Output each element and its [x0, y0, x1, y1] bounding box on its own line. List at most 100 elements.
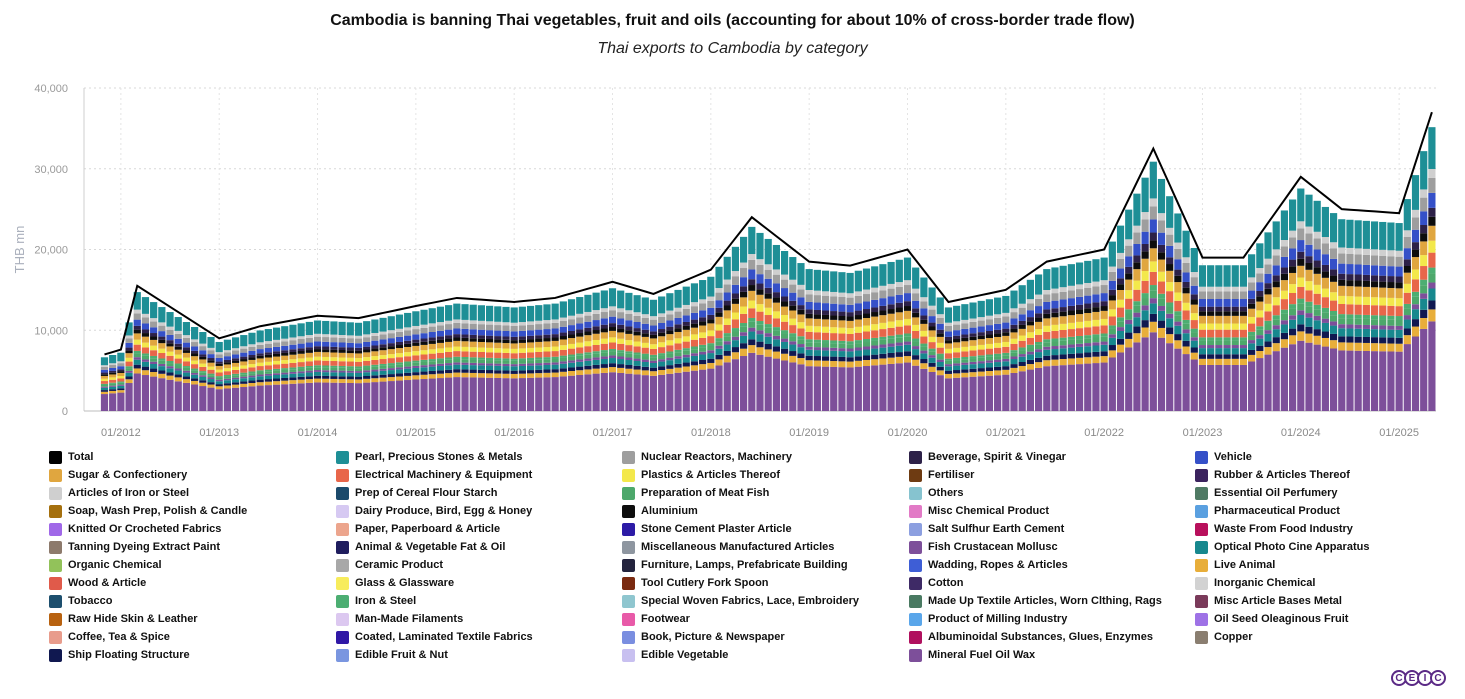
legend-item[interactable]: Cotton [909, 576, 963, 590]
legend-item[interactable]: Misc Chemical Product [909, 504, 1049, 518]
legend-item[interactable]: Fish Crustacean Mollusc [909, 540, 1058, 554]
legend-item[interactable]: Knitted Or Crocheted Fabrics [49, 522, 221, 536]
legend-item[interactable]: Electrical Machinery & Equipment [336, 468, 532, 482]
legend-label: Inorganic Chemical [1214, 577, 1316, 589]
legend-item[interactable]: Pearl, Precious Stones & Metals [336, 450, 523, 464]
legend-item[interactable]: Plastics & Articles Thereof [622, 468, 780, 482]
bar-segment [1264, 232, 1272, 259]
bar-segment [805, 355, 813, 361]
bar-segment [854, 319, 862, 327]
legend-item[interactable]: Raw Hide Skin & Leather [49, 612, 198, 626]
bar-segment [559, 345, 567, 350]
bar-segment [289, 369, 297, 372]
bar-segment [354, 353, 363, 359]
legend-item[interactable]: Glass & Glassware [336, 576, 454, 590]
bar-segment [272, 342, 281, 347]
legend-item[interactable]: Animal & Vegetable Fat & Oil [336, 540, 505, 554]
bar-segment [567, 334, 576, 339]
legend-item[interactable]: Book, Picture & Newspaper [622, 630, 785, 644]
bar-segment [453, 340, 461, 347]
bar-segment [994, 336, 1002, 343]
bar-segment [313, 382, 322, 411]
legend-item[interactable]: Edible Vegetable [622, 648, 728, 662]
legend-item[interactable]: Mineral Fuel Oil Wax [909, 648, 1035, 662]
legend-item[interactable]: Preparation of Meat Fish [622, 486, 769, 500]
bar-segment [1133, 289, 1141, 302]
legend-item[interactable]: Essential Oil Perfumery [1195, 486, 1338, 500]
legend-item[interactable]: Tanning Dyeing Extract Paint [49, 540, 220, 554]
legend-item[interactable]: Salt Sulfhur Earth Cement [909, 522, 1064, 536]
bar-segment [133, 344, 141, 351]
legend-item[interactable]: Coffee, Tea & Spice [49, 630, 170, 644]
legend-item[interactable]: Oil Seed Oleaginous Fruit [1195, 612, 1348, 626]
legend-item[interactable]: Prep of Cereal Flour Starch [336, 486, 497, 500]
legend-item[interactable]: Product of Milling Industry [909, 612, 1067, 626]
bar-segment [322, 375, 330, 379]
legend-item[interactable]: Optical Photo Cine Apparatus [1195, 540, 1369, 554]
legend-item[interactable]: Albuminoidal Substances, Glues, Enzymes [909, 630, 1153, 644]
bar-segment [486, 370, 494, 374]
legend-item[interactable]: Waste From Food Industry [1195, 522, 1353, 536]
legend-item[interactable]: Articles of Iron or Steel [49, 486, 189, 500]
legend-item[interactable]: Aluminium [622, 504, 698, 518]
bar-segment [477, 324, 486, 330]
legend-item[interactable]: Misc Article Bases Metal [1195, 594, 1342, 608]
legend-item[interactable]: Dairy Produce, Bird, Egg & Honey [336, 504, 532, 518]
legend-item[interactable]: Copper [1195, 630, 1253, 644]
legend-item[interactable]: Live Animal [1195, 558, 1275, 572]
bar-segment [191, 353, 199, 357]
legend-item[interactable]: Footwear [622, 612, 690, 626]
bar-segment [256, 353, 264, 356]
legend-item[interactable]: Tobacco [49, 594, 112, 608]
bar-segment [1297, 286, 1305, 299]
legend-item[interactable]: Made Up Textile Articles, Worn Clthing, … [909, 594, 1162, 608]
legend-item[interactable]: Coated, Laminated Textile Fabrics [336, 630, 533, 644]
legend-item[interactable]: Tool Cutlery Fork Spoon [622, 576, 769, 590]
legend-item[interactable]: Total [49, 450, 93, 464]
bar-segment [256, 342, 264, 345]
bar-segment [1411, 249, 1420, 258]
bar-segment [109, 372, 117, 375]
bar-segment [1272, 249, 1280, 256]
bar-segment [1100, 280, 1108, 286]
legend-item[interactable]: Organic Chemical [49, 558, 162, 572]
bar-segment [633, 335, 641, 342]
bar-segment [1133, 305, 1141, 313]
legend-item[interactable]: Edible Fruit & Nut [336, 648, 448, 662]
legend-item[interactable]: Ship Floating Structure [49, 648, 190, 662]
legend-item[interactable]: Paper, Paperboard & Article [336, 522, 500, 536]
x-tick-label: 01/2018 [691, 427, 731, 439]
bar-segment [559, 349, 567, 356]
bar-segment [715, 348, 723, 355]
legend-item[interactable]: Iron & Steel [336, 594, 416, 608]
legend-item[interactable]: Man-Made Filaments [336, 612, 463, 626]
legend-item[interactable]: Nuclear Reactors, Machinery [622, 450, 792, 464]
legend-item[interactable]: Sugar & Confectionery [49, 468, 187, 482]
bar-segment [428, 374, 436, 379]
legend-item[interactable]: Rubber & Articles Thereof [1195, 468, 1350, 482]
legend-item[interactable]: Soap, Wash Prep, Polish & Candle [49, 504, 247, 518]
legend-item[interactable]: Ceramic Product [336, 558, 443, 572]
bar-segment [854, 347, 862, 351]
legend-item[interactable]: Fertiliser [909, 468, 974, 482]
legend-item[interactable]: Stone Cement Plaster Article [622, 522, 792, 536]
bar-segment [1256, 301, 1264, 311]
legend-item[interactable]: Vehicle [1195, 450, 1252, 464]
legend-item[interactable]: Miscellaneous Manufactured Articles [622, 540, 834, 554]
legend-item[interactable]: Others [909, 486, 963, 500]
legend-item[interactable]: Furniture, Lamps, Prefabricate Building [622, 558, 848, 572]
bar-segment [617, 290, 625, 309]
legend-item[interactable]: Wood & Article [49, 576, 146, 590]
legend-item[interactable]: Beverage, Spirit & Vinegar [909, 450, 1066, 464]
legend-item[interactable]: Inorganic Chemical [1195, 576, 1315, 590]
bar-segment [313, 356, 322, 361]
bar-segment [100, 386, 109, 388]
bar-segment [920, 277, 928, 298]
bar-segment [363, 367, 371, 371]
legend-item[interactable]: Wadding, Ropes & Articles [909, 558, 1068, 572]
bar-segment [1420, 233, 1428, 242]
bar-segment [1362, 274, 1370, 281]
legend-item[interactable]: Special Woven Fabrics, Lace, Embroidery [622, 594, 859, 608]
bar-segment [772, 311, 780, 319]
legend-item[interactable]: Pharmaceutical Product [1195, 504, 1340, 518]
